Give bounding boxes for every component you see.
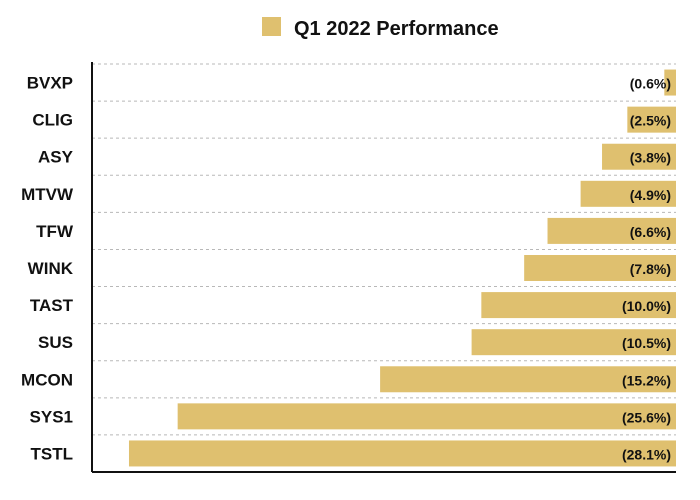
category-label: MCON bbox=[21, 370, 73, 389]
category-label: BVXP bbox=[27, 74, 73, 93]
gridlines bbox=[92, 63, 676, 436]
legend-swatch bbox=[262, 17, 281, 36]
value-label: (6.6%) bbox=[630, 224, 671, 240]
bar-tast bbox=[481, 292, 676, 319]
category-label: TAST bbox=[30, 296, 74, 315]
category-label: WINK bbox=[28, 259, 74, 278]
value-label: (0.6%) bbox=[630, 76, 671, 92]
bar-tfw bbox=[547, 217, 676, 244]
category-labels: BVXP CLIG ASY MTVW TFW WINK TAST SUS MCON SYS1 TST… bbox=[21, 74, 74, 464]
bar-asy bbox=[602, 143, 676, 170]
value-label: (10.5%) bbox=[622, 335, 671, 351]
category-label: TFW bbox=[36, 222, 74, 241]
bar-sys1 bbox=[177, 403, 677, 430]
category-label: TSTL bbox=[31, 444, 74, 463]
chart-legend: Q1 2022 Performance bbox=[262, 17, 499, 40]
bar-sus bbox=[471, 329, 676, 356]
category-label: ASY bbox=[38, 148, 74, 167]
value-label: (2.5%) bbox=[630, 113, 671, 129]
bar-clig bbox=[627, 106, 676, 133]
category-label: CLIG bbox=[32, 111, 73, 130]
legend-label: Q1 2022 Performance bbox=[294, 18, 499, 40]
category-label: MTVW bbox=[21, 185, 74, 204]
axes bbox=[91, 62, 676, 473]
category-label: SUS bbox=[38, 333, 73, 352]
value-label: (28.1%) bbox=[622, 446, 671, 462]
bar-tstl bbox=[128, 440, 676, 467]
value-label: (25.6%) bbox=[622, 409, 671, 425]
bar-bvxp bbox=[664, 69, 676, 96]
value-label: (15.2%) bbox=[622, 372, 671, 388]
bars bbox=[128, 69, 677, 467]
value-label: (3.8%) bbox=[630, 150, 671, 166]
value-labels: (0.6%) (2.5%) (3.8%) (4.9%) (6.6%) (7.8%) (10.… bbox=[622, 76, 671, 463]
bar-mcon bbox=[380, 366, 676, 393]
value-label: (4.9%) bbox=[630, 187, 671, 203]
value-label: (7.8%) bbox=[630, 261, 671, 277]
bar-wink bbox=[524, 255, 676, 281]
category-label: SYS1 bbox=[30, 407, 73, 426]
bar-mtvw bbox=[580, 180, 676, 207]
value-label: (10.0%) bbox=[622, 298, 671, 314]
